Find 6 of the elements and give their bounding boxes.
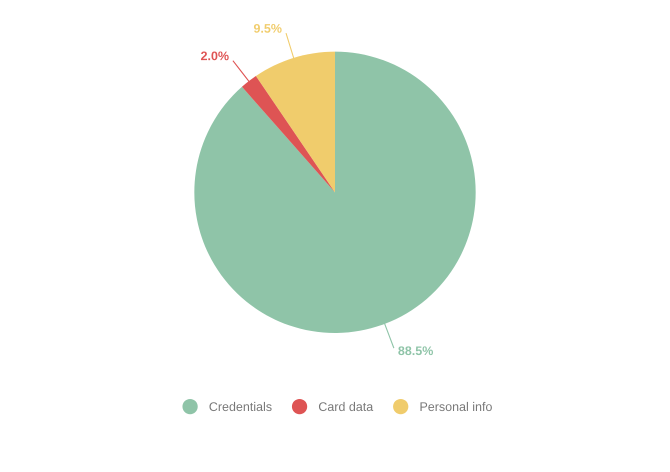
legend-label: Credentials [209, 402, 272, 412]
data-label: 88.5% [398, 346, 434, 356]
legend-label: Personal info [420, 402, 492, 412]
legend-label: Card data [318, 402, 374, 412]
data-label: 9.5% [254, 24, 282, 33]
data-label: 2.0% [200, 51, 229, 60]
